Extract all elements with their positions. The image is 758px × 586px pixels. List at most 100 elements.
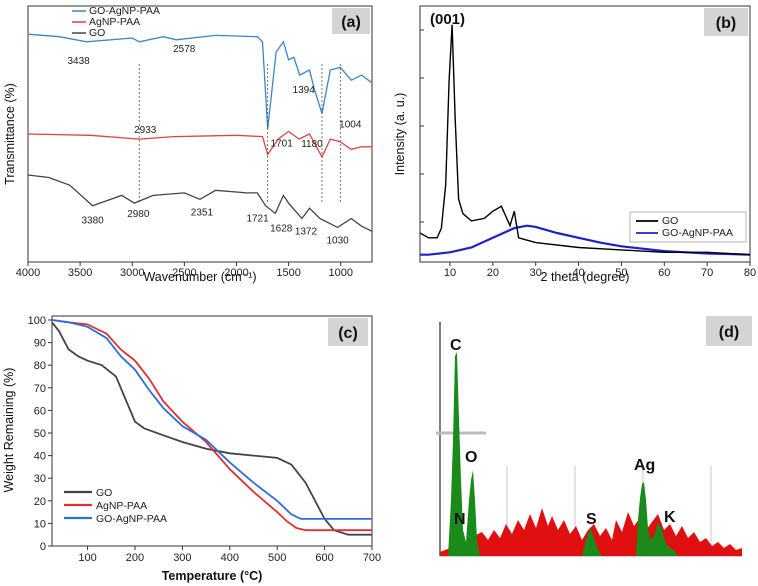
x-tick-label-c: 200 xyxy=(126,552,144,564)
x-ticks-a: 4000 3500 3000 2500 2000 1500 1000 xyxy=(16,262,353,279)
guide-lines-a xyxy=(138,64,341,202)
panel-badge-b xyxy=(704,8,748,36)
annotations-a: 3438 2578 1394 2933 1701 1180 1004 3380 2980 2351… xyxy=(67,44,361,247)
annotation-a: 3380 xyxy=(82,216,105,227)
plot-frame-b xyxy=(419,5,751,263)
x-ticks-c: 100 200 300 400 500 600 700 xyxy=(78,546,381,564)
annotation-a: 2933 xyxy=(134,125,157,136)
y-tick-label-c: 20 xyxy=(34,496,46,508)
legend-label-b: GO xyxy=(662,215,678,227)
plot-frame-a xyxy=(27,5,373,263)
x-tick-label-b: 20 xyxy=(487,267,499,279)
panel-badge-d xyxy=(706,316,752,346)
x-tick-label-b: 10 xyxy=(444,267,456,279)
legend-label-b: GO-AgNP-PAA xyxy=(662,227,733,239)
y-tick-label-c: 60 xyxy=(34,405,46,417)
edx-label-c: C xyxy=(450,337,462,354)
edx-label-ag: Ag xyxy=(634,457,655,474)
annotation-a: 2578 xyxy=(173,44,196,55)
x-tick-label-c: 100 xyxy=(78,552,96,564)
x-tick-label-b: 40 xyxy=(572,267,584,279)
legend-label-c: AgNP-PAA xyxy=(96,500,147,512)
annotation-a: 1628 xyxy=(270,223,293,234)
panel-badge-c xyxy=(328,318,368,346)
series-b xyxy=(419,24,751,256)
panel-badge-a xyxy=(332,8,370,34)
annotation-a: 1372 xyxy=(295,226,318,237)
x-tick-label-a: 4000 xyxy=(16,267,40,279)
series-line-a-0 xyxy=(27,33,373,129)
edx-label-o: O xyxy=(465,449,477,466)
x-axis-label-a: Wavenumber (cm⁻¹) xyxy=(143,270,256,284)
x-tick-label-a: 2000 xyxy=(224,267,248,279)
legend-box-b xyxy=(629,211,747,243)
y-axis-label-a: Transmittance (%) xyxy=(3,83,17,185)
series-line-c-0 xyxy=(51,321,372,536)
series-c xyxy=(51,319,372,536)
x-tick-label-c: 700 xyxy=(363,552,381,564)
annotation-a: 1701 xyxy=(271,138,294,149)
x-tick-label-a: 3500 xyxy=(68,267,92,279)
x-tick-label-b: 80 xyxy=(744,267,756,279)
y-tick-label-c: 10 xyxy=(34,518,46,530)
y-tick-label-c: 50 xyxy=(34,428,46,440)
x-tick-label-a: 3000 xyxy=(120,267,144,279)
annotation-a: 2351 xyxy=(191,207,214,218)
y-tick-label-c: 40 xyxy=(34,451,46,463)
panel-c-tga-chart: 100 200 300 400 500 600 700 0 10 20 30 40 50 60 70 80 9… xyxy=(2,315,381,583)
legend-label-c: GO-AgNP-PAA xyxy=(96,513,167,525)
panel-badge-b-text: (b) xyxy=(716,15,736,32)
panel-badge-c-text: (c) xyxy=(338,325,358,342)
edx-label-n: N xyxy=(454,511,466,528)
annotation-a: 1030 xyxy=(326,235,349,246)
y-tick-label-c: 0 xyxy=(40,541,46,553)
y-ticks-c: 0 10 20 30 40 50 60 70 80 90 100 xyxy=(28,315,52,553)
edx-label-s: S xyxy=(586,511,597,528)
annotation-a: 1180 xyxy=(301,139,323,150)
series-line-a-1 xyxy=(27,130,372,159)
x-tick-label-c: 600 xyxy=(315,552,333,564)
legend-label-a: GO xyxy=(89,27,105,39)
series-line-c-2 xyxy=(51,319,372,520)
y-ticks-b xyxy=(420,29,424,223)
y-tick-label-c: 100 xyxy=(28,315,46,327)
x-tick-label-b: 30 xyxy=(530,267,542,279)
y-axis-label-b: Intensity (a. u.) xyxy=(393,93,407,176)
annotation-a: 1394 xyxy=(293,85,316,96)
panel-d-edx-spectrum: (d) C O N S Ag K xyxy=(436,316,752,557)
series-line-b-0 xyxy=(419,24,751,256)
peak-label-b: (001) xyxy=(430,11,465,28)
y-axis-label-c: Weight Remaining (%) xyxy=(2,368,16,493)
panel-a-ftir-chart: 4000 3500 3000 2500 2000 1500 1000 3438 2578 139… xyxy=(3,5,373,284)
y-tick-label-c: 30 xyxy=(34,473,46,485)
x-tick-label-a: 1000 xyxy=(328,267,352,279)
annotation-a: 3438 xyxy=(67,56,90,67)
panel-badge-d-text: (d) xyxy=(719,324,739,341)
legend-label-a: GO-AgNP-PAA xyxy=(89,5,160,17)
y-tick-label-c: 70 xyxy=(34,383,46,395)
edx-label-k: K xyxy=(664,509,676,526)
plot-frame-c xyxy=(51,315,373,547)
y-tick-label-c: 80 xyxy=(34,360,46,372)
annotation-a: 1721 xyxy=(246,214,269,225)
series-a xyxy=(27,33,373,232)
series-line-a-2 xyxy=(27,174,373,232)
x-axis-label-c: Temperature (°C) xyxy=(162,569,263,583)
x-tick-label-b: 70 xyxy=(701,267,713,279)
panel-badge-a-text: (a) xyxy=(341,14,361,31)
x-tick-label-a: 2500 xyxy=(172,267,196,279)
x-ticks-b: 10 20 30 40 50 60 70 80 xyxy=(444,262,756,279)
edx-peaks-green xyxy=(440,352,678,556)
legend-label-c: GO xyxy=(96,487,112,499)
x-tick-label-c: 400 xyxy=(221,552,239,564)
x-axis-label-b: 2 theta (degree) xyxy=(541,270,630,284)
x-tick-label-c: 500 xyxy=(268,552,286,564)
legend-label-a: AgNP-PAA xyxy=(89,16,140,28)
x-tick-label-c: 300 xyxy=(173,552,191,564)
annotation-a: 2980 xyxy=(127,209,150,220)
x-tick-label-b: 60 xyxy=(658,267,670,279)
x-tick-label-a: 1500 xyxy=(276,267,300,279)
